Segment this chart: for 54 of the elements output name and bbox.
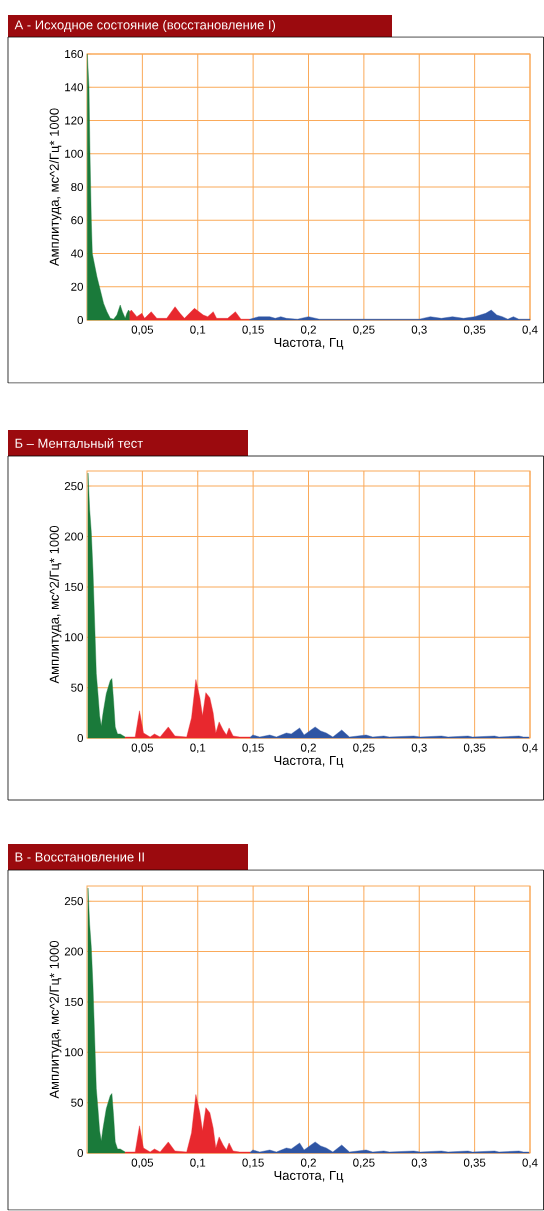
x-tick-label: 0,4 bbox=[522, 325, 538, 336]
x-tick-label: 0,25 bbox=[353, 325, 375, 336]
x-axis-title: Частота, Гц bbox=[274, 755, 344, 768]
x-axis-title: Частота, Гц bbox=[274, 1170, 344, 1183]
y-tick-label: 100 bbox=[65, 1048, 84, 1057]
x-tick-label: 0,15 bbox=[242, 743, 264, 754]
y-tick-label: 150 bbox=[65, 582, 84, 591]
x-tick-label: 0,1 bbox=[190, 325, 206, 336]
y-tick-label: 200 bbox=[64, 947, 84, 956]
y-tick-label: 140 bbox=[65, 83, 84, 92]
y-tick-label: 60 bbox=[71, 216, 84, 225]
y-axis-title: Амплитуда, мс^2/Гц* 1000 bbox=[49, 108, 62, 267]
x-tick-label: 0,15 bbox=[242, 325, 264, 336]
x-tick-label: 0,35 bbox=[463, 743, 486, 754]
x-tick-label: 0,15 bbox=[242, 1158, 264, 1169]
y-tick-label: 100 bbox=[65, 149, 84, 158]
x-tick-label: 0,05 bbox=[131, 325, 154, 336]
x-tick-label: 0,4 bbox=[522, 1158, 538, 1169]
x-tick-label: 0,05 bbox=[131, 743, 154, 754]
chart-title: В - Восстановление II bbox=[15, 852, 144, 862]
x-tick-label: 0,4 bbox=[522, 743, 538, 754]
y-tick-label: 160 bbox=[65, 49, 84, 59]
y-axis-title: Амплитуда, мс^2/Гц* 1000 bbox=[49, 525, 62, 684]
y-tick-label: 80 bbox=[71, 182, 84, 192]
x-tick-label: 0,2 bbox=[300, 325, 316, 336]
x-tick-label: 0,2 bbox=[300, 743, 316, 754]
x-tick-label: 0,25 bbox=[353, 1158, 375, 1169]
y-tick-label: 0 bbox=[77, 1148, 84, 1158]
chart-title: Б – Ментальный тест bbox=[15, 438, 143, 448]
y-tick-label: 200 bbox=[64, 532, 84, 541]
x-tick-label: 0,35 bbox=[463, 1158, 486, 1169]
y-tick-label: 150 bbox=[65, 997, 84, 1006]
x-tick-label: 0,25 bbox=[353, 743, 375, 754]
x-tick-label: 0,1 bbox=[190, 1158, 206, 1169]
y-axis-title: Амплитуда, мс^2/Гц* 1000 bbox=[49, 940, 62, 1099]
y-tick-label: 0 bbox=[77, 315, 84, 325]
y-tick-label: 40 bbox=[70, 249, 84, 258]
x-tick-label: 0,3 bbox=[411, 325, 427, 336]
x-axis-title: Частота, Гц bbox=[274, 337, 344, 350]
y-tick-label: 250 bbox=[64, 897, 84, 906]
x-tick-label: 0,3 bbox=[411, 1158, 427, 1169]
x-tick-label: 0,05 bbox=[131, 1158, 154, 1169]
y-tick-label: 0 bbox=[77, 733, 84, 743]
y-tick-label: 20 bbox=[71, 282, 84, 291]
y-tick-label: 100 bbox=[65, 633, 84, 642]
y-tick-label: 50 bbox=[71, 1098, 84, 1107]
x-tick-label: 0,3 bbox=[411, 743, 427, 754]
chart-title: А - Исходное состояние (восстановление I) bbox=[14, 19, 276, 33]
x-tick-label: 0,35 bbox=[463, 325, 486, 336]
x-tick-label: 0,2 bbox=[300, 1158, 316, 1169]
y-tick-label: 120 bbox=[65, 116, 84, 125]
y-tick-label: 250 bbox=[64, 482, 84, 491]
y-tick-label: 50 bbox=[71, 683, 84, 692]
x-tick-label: 0,1 bbox=[190, 743, 206, 754]
